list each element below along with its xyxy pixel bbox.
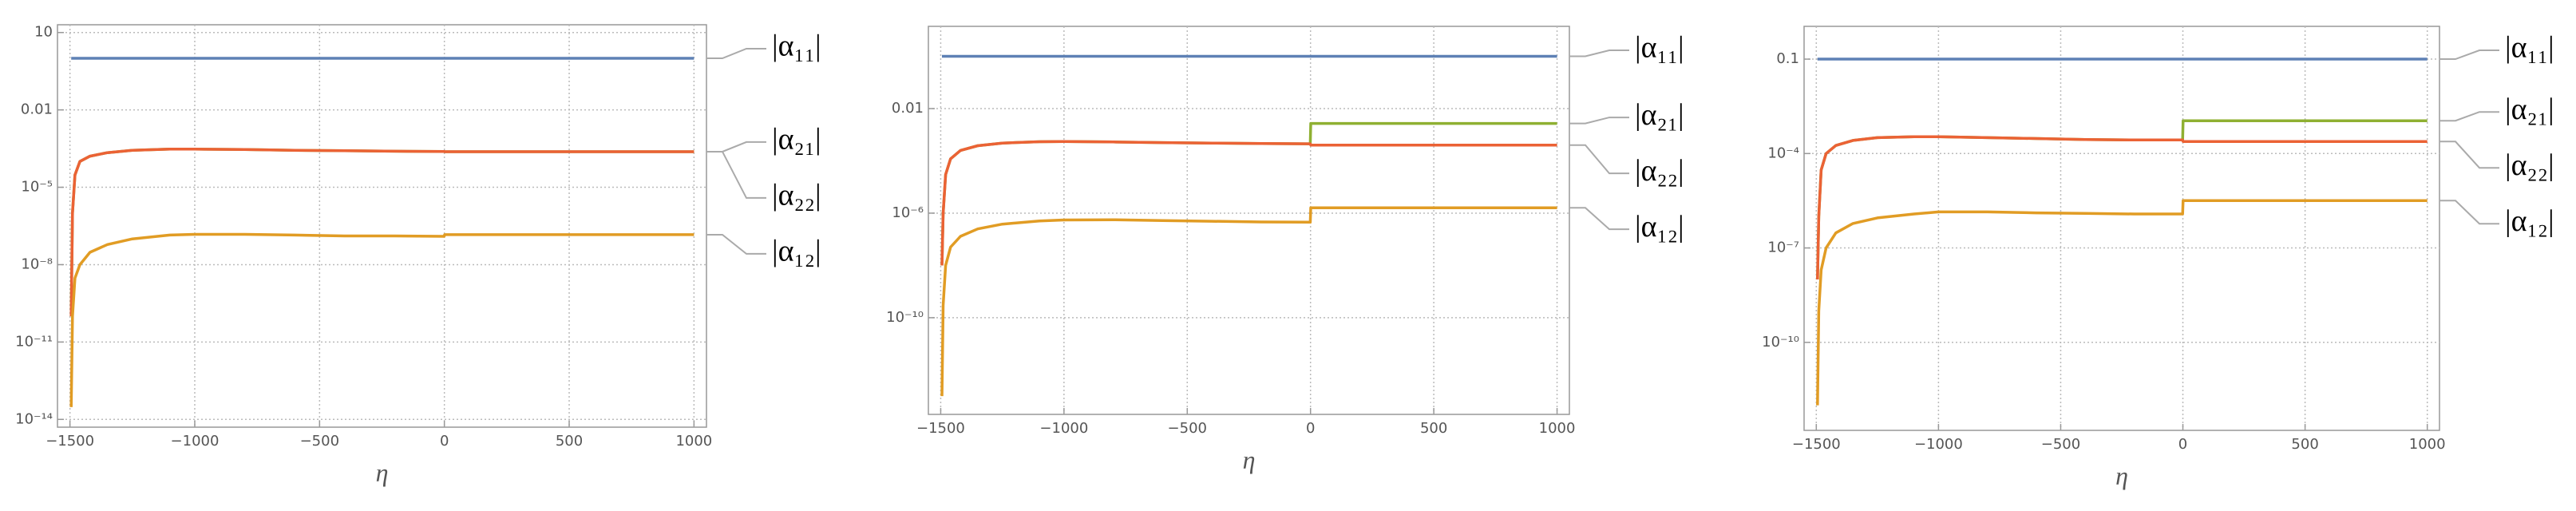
series-line — [69, 148, 694, 317]
x-tick-label: 500 — [556, 433, 583, 450]
leader-line — [1569, 50, 1629, 57]
y-tick-label: 10⁻⁴ — [1767, 145, 1799, 161]
x-tick-label: 1000 — [675, 433, 712, 450]
x-tick-label: −1000 — [1914, 436, 1963, 453]
y-tick-label: 10 — [34, 24, 53, 41]
x-tick-label: −1000 — [171, 433, 220, 450]
x-tick-label: 1000 — [2409, 436, 2446, 453]
leader-line — [2439, 111, 2499, 122]
series-line — [1816, 135, 2428, 280]
series-line — [940, 206, 1557, 397]
y-tick-label: 10⁻¹¹ — [15, 333, 53, 350]
x-tick-label: −500 — [1168, 420, 1207, 437]
leader-line — [1569, 144, 1629, 175]
legend-label: |α₂₂| — [772, 179, 821, 212]
series-line — [69, 232, 694, 407]
legend-label: |α₁₂| — [1635, 210, 1684, 244]
legend-label: |α₂₁| — [2505, 93, 2554, 126]
y-tick-label: 0.01 — [21, 101, 53, 118]
x-tick-label: 1000 — [1539, 420, 1576, 437]
legend-label: |α₂₁| — [772, 123, 821, 156]
x-axis-label: η — [2115, 461, 2128, 489]
x-tick-label: 500 — [2291, 436, 2318, 453]
y-tick-label: 0.1 — [1776, 50, 1799, 67]
x-tick-label: −500 — [2041, 436, 2080, 453]
y-tick-label: 10⁻⁵ — [21, 179, 53, 196]
leader-line — [2439, 200, 2499, 225]
x-tick-label: −1500 — [46, 433, 94, 450]
series-line — [940, 140, 1557, 266]
leader-line — [706, 48, 766, 60]
plot-frame — [928, 26, 1570, 415]
leader-line — [2439, 141, 2499, 169]
x-axis-label: η — [376, 458, 389, 486]
legend-label: |α₁₁| — [2505, 31, 2554, 65]
leader-line — [706, 150, 766, 199]
legend-label: |α₁₂| — [772, 235, 821, 268]
x-tick-label: 500 — [1420, 420, 1447, 437]
y-tick-label: 10⁻⁶ — [892, 204, 924, 221]
x-tick-label: 0 — [1306, 420, 1315, 437]
x-tick-label: 0 — [2178, 436, 2187, 453]
leader-line — [706, 233, 766, 255]
legend-label: |α₁₁| — [1635, 31, 1684, 65]
legend-label: |α₂₂| — [1635, 154, 1684, 188]
leader-line — [1569, 207, 1629, 231]
y-tick-label: 10⁻¹⁰ — [1762, 334, 1799, 351]
leader-line — [2439, 50, 2499, 61]
legend-label: |α₂₁| — [1635, 98, 1684, 132]
x-tick-label: 0 — [440, 433, 449, 450]
y-tick-label: 10⁻⁷ — [1767, 240, 1799, 256]
leader-line — [706, 141, 766, 153]
legend-label: |α₁₂| — [2505, 204, 2554, 238]
y-tick-label: 0.01 — [892, 100, 924, 117]
series-line — [69, 148, 694, 317]
x-axis-label: η — [1243, 445, 1256, 473]
legend-label: |α₂₂| — [2505, 149, 2554, 182]
x-tick-label: −1000 — [1039, 420, 1088, 437]
legend-label: |α₁₁| — [772, 30, 821, 63]
plot-frame — [1803, 26, 2440, 431]
x-tick-label: −1500 — [916, 420, 965, 437]
plot-frame — [57, 24, 707, 428]
y-tick-label: 10⁻¹⁴ — [15, 410, 53, 427]
x-tick-label: −1500 — [1792, 436, 1841, 453]
y-tick-label: 10⁻¹⁰ — [886, 309, 924, 326]
y-tick-label: 10⁻⁸ — [21, 256, 53, 272]
leader-line — [1569, 117, 1629, 125]
series-line — [1816, 199, 2428, 406]
x-tick-label: −500 — [300, 433, 339, 450]
